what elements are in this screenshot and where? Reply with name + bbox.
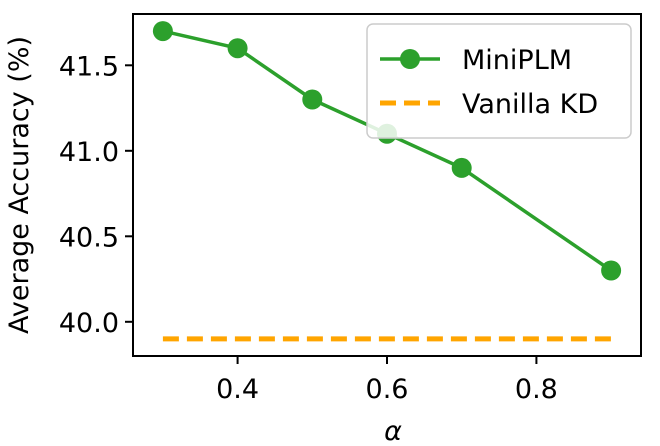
y-tick-label-2: 41.0 [59, 137, 119, 168]
series-line-miniplm [162, 29, 613, 272]
legend-label-miniplm: MiniPLM [462, 45, 572, 76]
y-tick-label-1: 40.5 [59, 222, 119, 253]
series-point-miniplm-2 [302, 89, 323, 110]
x-tick-label-1: 0.6 [366, 374, 409, 405]
x-tick-label-2: 0.8 [515, 374, 558, 405]
x-axis-label: α [384, 416, 402, 446]
legend: MiniPLM Vanilla KD [366, 23, 632, 139]
x-tick-label-0: 0.4 [216, 374, 259, 405]
series-point-miniplm-0 [152, 21, 173, 42]
series-point-miniplm-5 [601, 260, 622, 281]
y-tick-label-0: 40.0 [59, 308, 119, 339]
series-point-miniplm-1 [227, 38, 248, 59]
legend-label-vanilla-kd: Vanilla KD [462, 89, 598, 120]
legend-box [366, 23, 632, 139]
plot-area: 0.4 0.6 0.8 40.0 40.5 41.0 41.5 [59, 13, 642, 405]
legend-swatch-miniplm-marker [400, 49, 420, 69]
y-tick-label-3: 41.5 [59, 51, 119, 82]
series-point-miniplm-4 [451, 157, 472, 178]
y-axis-label: Average Accuracy (%) [4, 36, 35, 334]
